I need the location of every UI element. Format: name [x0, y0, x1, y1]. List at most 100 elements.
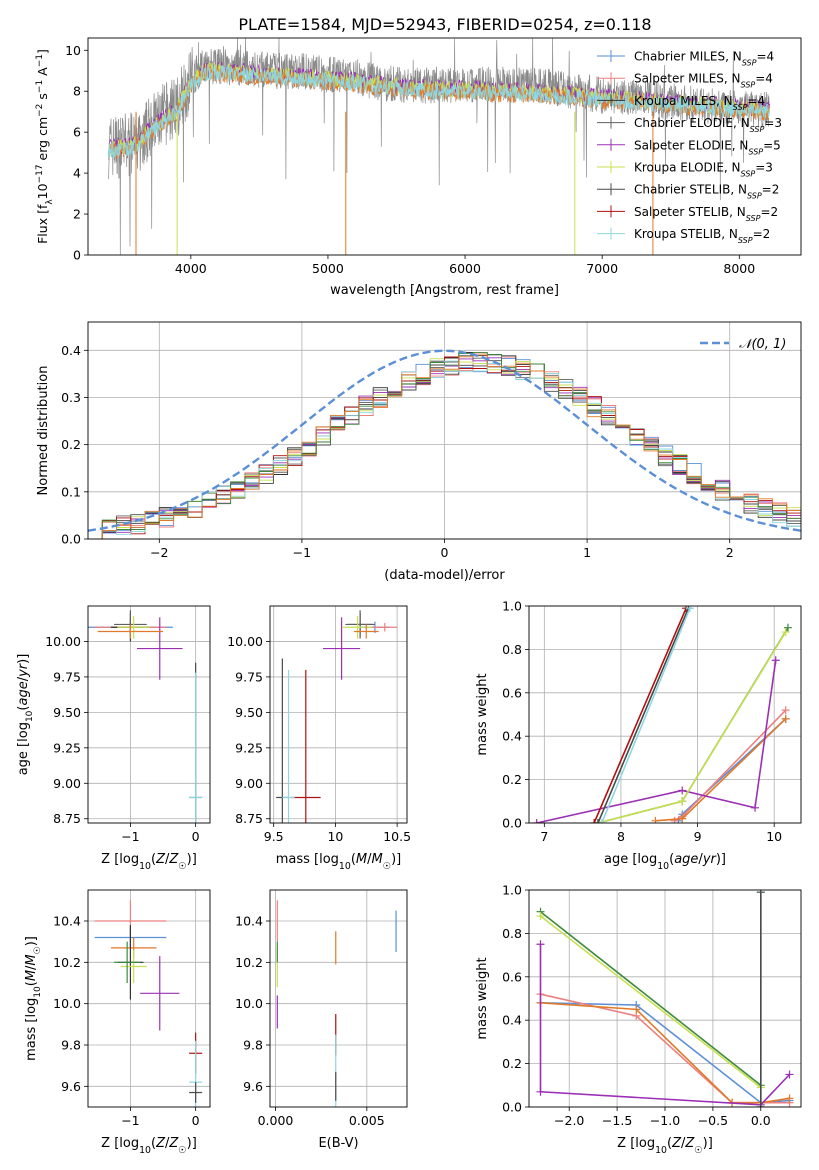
y-tick-label: 9.50 — [235, 705, 263, 720]
mass-weight-vs-age-plot: 7 8 9 10 0.0 0.2 0.4 0.6 0.8 1.0 age [log10(age/yr… — [475, 599, 802, 872]
error-bar-point — [189, 1082, 203, 1103]
error-bar-point — [189, 672, 203, 823]
x-tick-label: 0.0 — [751, 1113, 771, 1128]
model-spectrum-line — [108, 62, 770, 157]
plus-marker — [781, 628, 790, 637]
y-tick-label: 0.0 — [502, 1100, 522, 1115]
legend-label: Chabrier MILES, NSSP=4 — [634, 50, 774, 68]
x-tick-label: 9.5 — [264, 829, 284, 844]
x-tick-label: 0 — [192, 829, 200, 844]
axes-frame — [87, 605, 211, 824]
plus-marker — [536, 1087, 545, 1096]
axes-frame — [87, 889, 211, 1108]
x-tick-label: 1 — [583, 545, 591, 560]
y-tick-label: 0.2 — [61, 437, 81, 452]
plus-marker — [678, 797, 687, 806]
x-tick-label: 0.005 — [349, 1113, 385, 1128]
x-axis-label: wavelength [Angstrom, rest frame] — [330, 283, 559, 298]
x-tick-label: 10.5 — [383, 829, 411, 844]
x-axis-label: Z [log10(Z/Z☉)] — [101, 852, 197, 872]
histogram-step-line — [88, 354, 801, 539]
axes-frame — [269, 889, 408, 1108]
legend-label: Kroupa MILES, NSSP=4 — [634, 94, 765, 112]
x-axis-label: mass [log10(M/M☉)] — [276, 852, 402, 872]
plus-marker — [771, 656, 780, 665]
y-tick-label: 0.2 — [502, 772, 522, 787]
plus-marker — [751, 803, 760, 812]
plus-marker — [685, 606, 694, 613]
figure-title: PLATE=1584, MJD=52943, FIBERID=0254, z=0… — [238, 15, 651, 34]
y-axis-label: Normed distribution — [36, 366, 51, 496]
y-axis-label: Flux [fλ10−17 erg cm−2 s−1 A−1] — [35, 49, 55, 244]
plus-marker — [536, 912, 545, 921]
y-tick-label: 9.8 — [61, 1038, 81, 1053]
y-tick-label: 0.4 — [61, 343, 81, 358]
x-tick-label: 5000 — [312, 261, 344, 276]
plus-marker — [670, 816, 679, 823]
error-bar-point — [345, 610, 375, 639]
x-tick-label: 7 — [540, 829, 548, 844]
y-tick-label: 10 — [65, 43, 81, 58]
legend-label: Kroupa STELIB, NSSP=2 — [634, 227, 770, 245]
plus-marker — [632, 1005, 641, 1014]
y-tick-label: 2 — [73, 207, 81, 222]
y-tick-label: 10.2 — [235, 955, 263, 970]
y-tick-label: 0.4 — [502, 729, 522, 744]
x-tick-label: 8 — [617, 829, 625, 844]
plus-marker — [785, 1070, 794, 1079]
mass-weight-series-line — [540, 915, 762, 1089]
y-tick-label: 10.4 — [53, 914, 81, 929]
y-tick-label: 9.00 — [53, 776, 81, 791]
y-tick-label: 10.00 — [45, 634, 81, 649]
plus-marker — [536, 940, 545, 949]
y-tick-label: 9.50 — [53, 705, 81, 720]
x-tick-label: 10 — [766, 829, 782, 844]
y-tick-label: 8.75 — [53, 811, 81, 826]
y-tick-label: 4 — [73, 166, 81, 181]
error-bar-point — [97, 624, 164, 639]
x-axis-label: Z [log10(Z/Z☉)] — [617, 1136, 713, 1156]
error-bar-points — [88, 610, 203, 823]
y-tick-label: 10.4 — [235, 914, 263, 929]
y-tick-label: 0.6 — [502, 969, 522, 984]
x-axis-label: (data-model)/error — [384, 568, 505, 583]
legend-label: Salpeter MILES, NSSP=4 — [634, 72, 773, 90]
x-tick-label: −1.0 — [650, 1113, 680, 1128]
mass-weight-lines — [536, 890, 794, 1107]
residual-histogram-plot: −2 −1 0 1 2 0.0 0.1 0.2 0.3 0.4 (data-model)/error… — [36, 321, 802, 583]
error-bar-point — [290, 669, 321, 823]
spectrum-lines — [108, 38, 770, 255]
x-tick-label: −2 — [150, 545, 168, 560]
y-tick-label: 9.00 — [235, 776, 263, 791]
plus-marker — [781, 706, 790, 715]
x-tick-label: −0.5 — [698, 1113, 728, 1128]
mass-vs-metallicity-plot: −1 0 9.6 9.8 10.0 10.2 10.4 Z [log10(Z/Z☉)] mass… — [24, 889, 211, 1156]
y-tick-label: 0.1 — [61, 484, 81, 499]
y-tick-label: 8 — [73, 84, 81, 99]
plus-marker — [651, 816, 660, 823]
y-tick-label: 0.0 — [61, 532, 81, 547]
error-bar-points — [276, 610, 398, 823]
x-tick-label: 2 — [726, 545, 734, 560]
plus-marker — [593, 819, 602, 823]
legend: Chabrier MILES, NSSP=4 Salpeter MILES, NS… — [597, 50, 782, 245]
x-tick-label: 7000 — [586, 261, 618, 276]
error-bar-point — [323, 617, 361, 680]
y-axis-label: mass weight — [475, 957, 490, 1039]
legend-label: Chabrier ELODIE, NSSP=3 — [634, 116, 782, 134]
axes-frame — [269, 605, 408, 824]
y-tick-label: 0 — [73, 248, 81, 263]
x-tick-label: −1 — [293, 545, 311, 560]
legend-label: Salpeter STELIB, NSSP=2 — [634, 205, 778, 223]
x-tick-label: 4000 — [175, 261, 207, 276]
x-tick-label: −1 — [121, 1113, 139, 1128]
mass-weight-lines — [532, 606, 792, 823]
y-tick-label: 9.75 — [235, 669, 263, 684]
error-bar-point — [140, 956, 180, 1031]
error-bar-points — [94, 900, 203, 1107]
y-tick-label: 9.8 — [243, 1038, 263, 1053]
plus-marker — [756, 1103, 765, 1107]
plus-marker — [597, 819, 606, 823]
y-axis-label: mass weight — [475, 673, 490, 755]
